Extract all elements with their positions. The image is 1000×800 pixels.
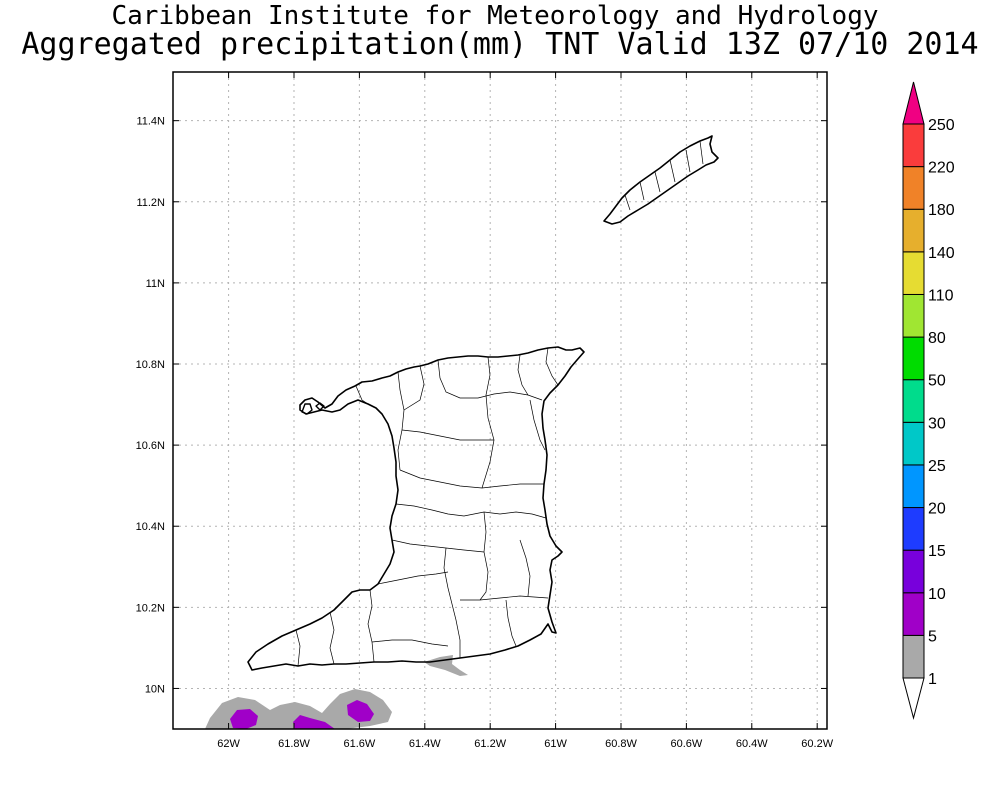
lat-tick-label: 10.8N [136,359,165,371]
lon-tick-label: 61W [544,738,567,750]
boundary-line [517,354,529,396]
colorbar-level-label: 80 [928,330,946,347]
trinidad-northwest-islets [301,402,325,415]
boundary-line [377,571,449,585]
colorbar-bin [902,166,925,210]
colorbar-bin [902,251,925,295]
boundary-line [401,429,494,441]
boundary-line [355,385,369,405]
boundary-line [399,469,544,489]
boundary-line [639,181,645,201]
lon-tick-label: 60.8W [605,738,637,750]
lat-tick-label: 10.6N [136,440,165,452]
boundary-line [669,159,676,183]
colorbar-level-label: 20 [928,501,946,518]
precip-shading [205,655,468,729]
boundary-line [545,347,559,386]
lat-tick-label: 11.2N [136,197,165,209]
lon-tick-label: 60.6W [670,738,702,750]
lat-tick-label: 11.4N [136,116,165,128]
lon-tick-label: 61.4W [409,738,441,750]
coastlines [247,135,719,671]
boundary-line [295,629,301,667]
colorbar-level-label: 110 [928,287,954,304]
boundary-line [460,595,549,601]
tobago-parish-boundaries [624,140,704,211]
map-title-institute: Caribbean Institute for Meteorology and … [111,1,879,31]
colorbar-high-triangle [902,81,925,125]
lon-tick-label: 61.8W [278,738,310,750]
lat-tick-label: 10.4N [136,521,165,533]
lat-tick-label: 10N [145,683,165,695]
colorbar-bin [902,507,925,551]
precip-area-5mm-a [230,709,258,729]
lon-tick-label: 61.6W [343,738,375,750]
trinidad-coastline [247,346,585,671]
colorbar-level-label: 10 [928,586,946,603]
colorbar-level-label: 220 [928,160,955,177]
axis-ticks [173,72,827,729]
boundary-line [654,171,661,193]
map-title-product: Aggregated precipitation(mm) TNT Valid 1… [21,27,979,62]
longitude-labels: 62W 61.8W 61.6W 61.4W 61.2W 61W 60.8W 60.6W 60.4… [217,738,833,750]
colorbar-level-label: 50 [928,373,946,390]
boundary-line [391,539,485,553]
latitude-labels: 10N 10.2N 10.4N 10.6N 10.8N 11N 11.2N 11.4N [136,116,165,696]
trinidad-regional-boundaries [295,347,559,667]
colorbar-bin [902,293,925,338]
precip-area-5mm-b [293,715,335,729]
colorbar-level-label: 15 [928,543,946,560]
colorbar-level-label: 25 [928,458,946,475]
lon-tick-label: 62W [217,738,240,750]
boundary-line [367,589,375,663]
colorbar-bin [902,634,925,679]
map-frame [172,71,828,730]
boundary-line [403,365,425,411]
colorbar-bin [902,592,925,636]
boundary-line [437,359,543,401]
colorbar-level-label: 250 [928,117,955,134]
boundary-line [699,140,704,165]
lon-tick-label: 60.4W [736,738,768,750]
lon-tick-label: 60.2W [801,738,833,750]
boundary-line [685,149,691,173]
colorbar-bin [902,464,925,509]
map-grid [173,72,827,729]
boundary-line [397,371,405,471]
colorbar-level-label: 30 [928,415,946,432]
lat-tick-label: 10.2N [136,602,165,614]
colorbar-low-triangle [902,677,925,720]
colorbar-level-label: 5 [928,628,937,645]
colorbar-bin [902,421,925,466]
precip-area-1mm-coast [424,655,468,676]
boundary-line [479,511,489,601]
colorbar-bin [902,336,925,381]
colorbar-bin [902,549,925,594]
boundary-line [481,356,495,489]
boundary-line [329,611,335,665]
colorbar-level-label: 140 [928,245,955,262]
boundary-line [505,599,517,647]
colorbar-level-label: 180 [928,202,955,219]
tobago-coastline [603,135,719,225]
boundary-line [624,194,631,211]
lon-tick-label: 61.2W [474,738,506,750]
colorbar-bin [902,208,925,253]
colorbar-bin [902,123,925,168]
boundary-line [519,539,531,597]
boundary-line [443,547,461,658]
lat-tick-label: 11N [146,278,165,290]
colorbar-bin [902,379,925,423]
precip-area-5mm-c [347,700,374,722]
boundary-line [371,639,449,647]
boundary-line [395,503,547,519]
boundary-line [529,399,546,451]
colorbar-level-label: 1 [928,671,937,688]
